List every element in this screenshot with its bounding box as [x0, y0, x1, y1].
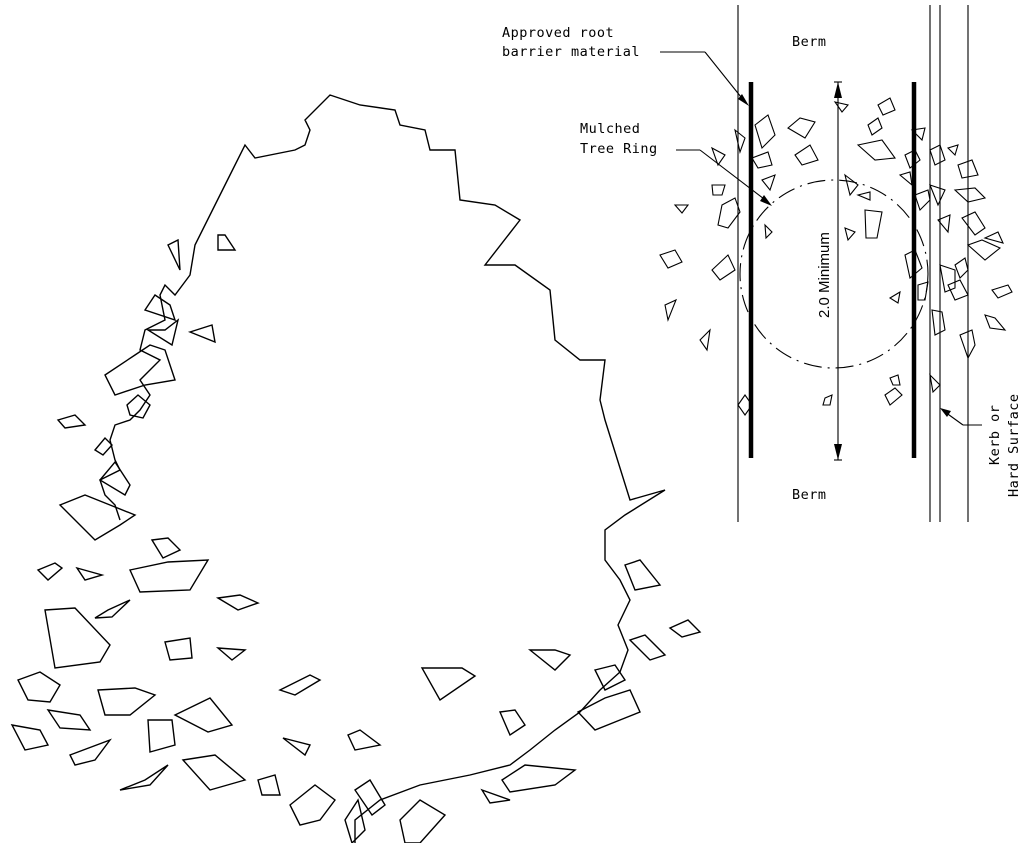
leader-root-barrier [660, 51, 749, 106]
dimension-line [834, 81, 842, 461]
root-barrier-label-line1: Approved root [502, 25, 614, 41]
dimension-label: 2.0 Minimum [816, 232, 833, 318]
canopy-leaf-clusters [10, 234, 702, 843]
tree-ring-label-line2: Tree Ring [580, 141, 658, 157]
tree-ring-label-line1: Mulched [580, 121, 640, 137]
mulched-tree-ring-circle [739, 179, 929, 369]
leader-kerb [940, 408, 982, 426]
berm-top-label: Berm [792, 34, 827, 50]
root-barrier-label-line2: barrier material [502, 44, 640, 60]
kerb-label-line2: Hard Surface [1006, 393, 1022, 497]
kerb-label-line1: Kerb or [987, 405, 1003, 465]
mulch-fragments [659, 97, 1013, 416]
berm-bottom-label: Berm [792, 487, 827, 503]
leader-tree-ring [676, 149, 772, 206]
berm-and-kerb-lines [737, 5, 969, 522]
tree-canopy-outline [99, 94, 666, 843]
